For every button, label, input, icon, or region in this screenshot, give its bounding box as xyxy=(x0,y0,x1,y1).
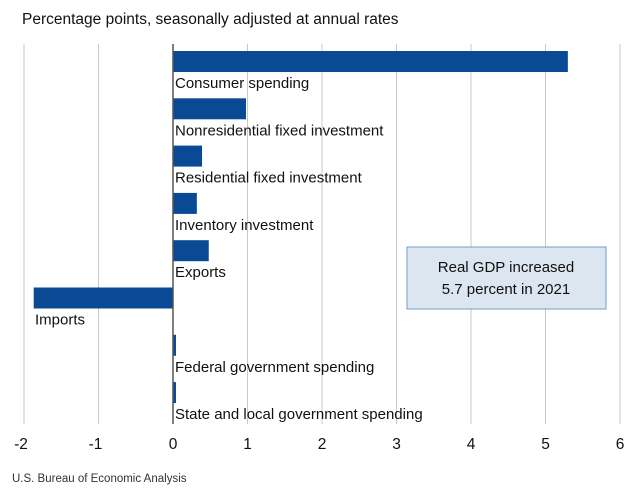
x-tick-label: 6 xyxy=(616,436,625,453)
category-label: Exports xyxy=(175,264,226,281)
bars xyxy=(33,51,568,404)
x-tick-label: 0 xyxy=(169,436,178,453)
category-label: Residential fixed investment xyxy=(175,170,363,187)
category-label: Federal government spending xyxy=(175,359,374,376)
bar xyxy=(173,334,176,356)
x-tick-label: 5 xyxy=(541,436,550,453)
bar xyxy=(33,287,174,309)
category-label: Inventory investment xyxy=(175,217,314,234)
category-label: Consumer spending xyxy=(175,75,309,92)
bar xyxy=(173,382,176,404)
bar xyxy=(173,51,568,72)
annotation-box: Real GDP increased 5.7 percent in 2021 xyxy=(406,246,607,310)
category-label: State and local government spending xyxy=(175,406,423,423)
x-tick-label: -1 xyxy=(89,436,103,453)
annotation-line-2: 5.7 percent in 2021 xyxy=(442,281,570,298)
x-tick-label: 3 xyxy=(392,436,401,453)
chart-subtitle: Percentage points, seasonally adjusted a… xyxy=(22,11,399,28)
category-label: Imports xyxy=(35,312,85,329)
grid-lines xyxy=(23,44,621,424)
x-tick-label: 2 xyxy=(318,436,327,453)
bar xyxy=(173,192,197,214)
x-tick-label: 4 xyxy=(467,436,476,453)
source-note: U.S. Bureau of Economic Analysis xyxy=(12,473,187,485)
x-tick-label: 1 xyxy=(243,436,252,453)
x-tick-labels: -2 -1 0 1 2 3 4 5 6 xyxy=(14,436,624,453)
x-tick-label: -2 xyxy=(14,436,28,453)
category-label: Nonresidential fixed investment xyxy=(175,122,384,139)
annotation-line-1: Real GDP increased xyxy=(438,259,574,276)
bar xyxy=(173,145,203,167)
bar xyxy=(173,98,247,120)
category-labels: Consumer spending Nonresidential fixed in… xyxy=(35,75,423,423)
bar xyxy=(173,240,209,262)
